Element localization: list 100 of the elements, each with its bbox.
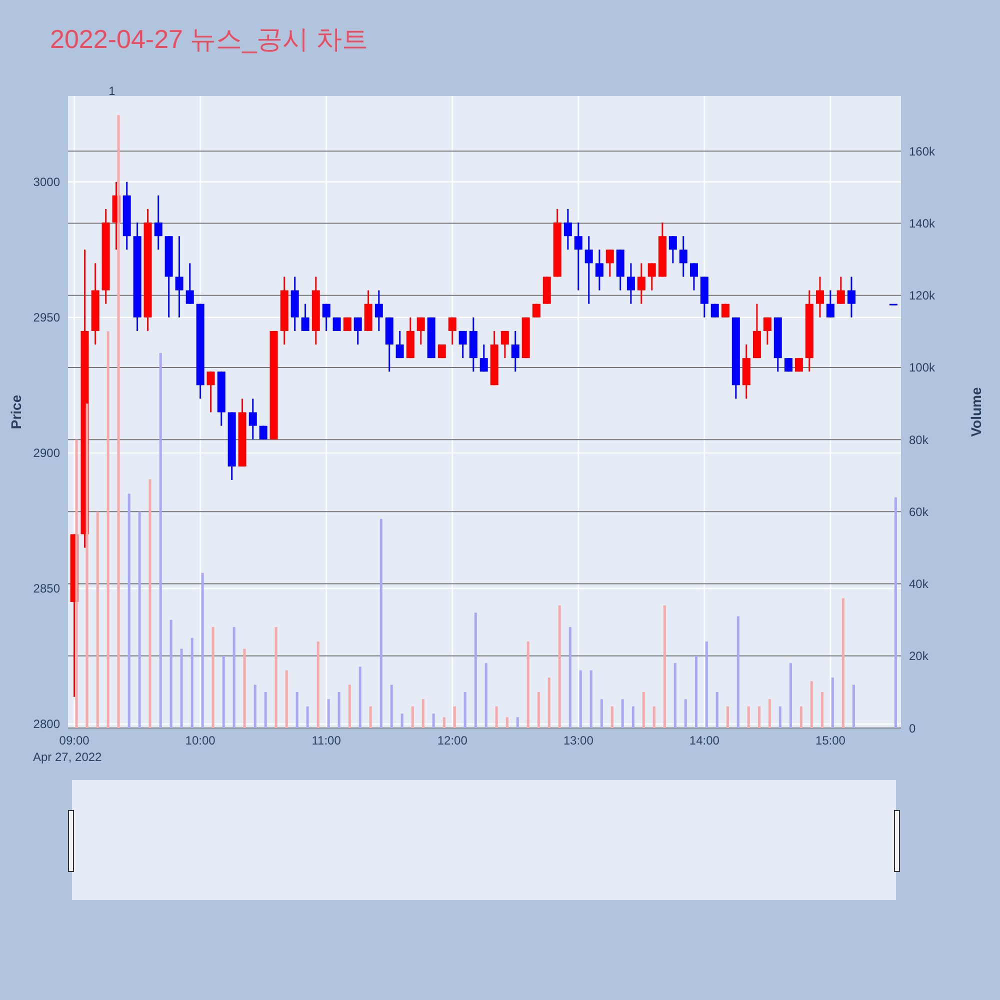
- x-tick-label: 10:00: [185, 734, 216, 748]
- bar: [390, 684, 393, 728]
- bar: [810, 681, 813, 728]
- candlestick: [500, 330, 509, 359]
- candlestick: [154, 194, 162, 250]
- bar: [621, 699, 624, 728]
- candlestick: [690, 262, 698, 292]
- bar: [422, 699, 424, 728]
- bar: [432, 714, 435, 728]
- x-tick-label: 11:00: [312, 734, 342, 748]
- candlestick: [480, 344, 488, 372]
- candlestick: [847, 276, 856, 318]
- bar: [148, 479, 152, 728]
- bar: [579, 670, 582, 728]
- candlestick: [511, 330, 520, 372]
- bar: [894, 497, 897, 728]
- bar: [506, 717, 508, 728]
- bar: [768, 699, 771, 728]
- bar: [274, 627, 278, 728]
- y2-tick-label: 120k: [909, 288, 936, 303]
- bar: [464, 692, 466, 728]
- bar: [474, 612, 477, 728]
- bar: [190, 638, 194, 728]
- candlestick: [354, 316, 362, 346]
- candlestick: [248, 398, 257, 440]
- bar: [495, 706, 498, 728]
- bar: [96, 512, 99, 728]
- bar: [736, 616, 740, 728]
- bar: [128, 494, 130, 728]
- bar: [411, 706, 414, 728]
- bar: [652, 706, 656, 728]
- bar: [852, 684, 855, 728]
- bar: [526, 641, 530, 728]
- x-tick-label: 09:00: [59, 734, 90, 748]
- bar: [243, 648, 246, 728]
- bar: [600, 699, 603, 728]
- candlestick: [836, 276, 845, 305]
- candlestick: [668, 235, 677, 264]
- candlestick: [438, 344, 446, 359]
- bar: [306, 706, 309, 728]
- bar: [106, 331, 110, 728]
- candlestick: [679, 235, 688, 278]
- x-tick-label: 13:00: [563, 734, 594, 748]
- bar: [537, 692, 540, 728]
- bar: [610, 706, 614, 728]
- bar: [254, 684, 256, 728]
- bar: [222, 656, 225, 728]
- annotation: 1: [108, 84, 116, 98]
- candlestick: [626, 262, 635, 305]
- bar: [484, 663, 488, 728]
- y2-tick-label: 160k: [909, 144, 936, 158]
- y-tick-label: 2900: [33, 446, 60, 460]
- candlestick: [458, 330, 467, 359]
- y2-tick-label: 40k: [909, 577, 930, 592]
- y2-tick-label: 0: [909, 721, 916, 736]
- candlestick: [826, 290, 834, 318]
- bar: [327, 699, 330, 728]
- bar: [548, 678, 550, 728]
- bar: [296, 692, 298, 728]
- y-axis-title: Price: [8, 394, 24, 430]
- chart-title: 2022-04-27 뉴스_공시 차트: [50, 23, 368, 56]
- candlestick: [606, 248, 614, 278]
- bar: [316, 641, 320, 728]
- bar: [212, 627, 214, 728]
- candlestick: [301, 303, 310, 332]
- candlestick: [332, 316, 341, 332]
- bar: [400, 714, 404, 728]
- bar: [716, 692, 718, 728]
- candlestick: [637, 262, 646, 305]
- bar: [726, 706, 729, 728]
- bar: [159, 353, 162, 728]
- bar: [632, 706, 634, 728]
- bar: [674, 663, 676, 728]
- candlestick: [710, 303, 719, 318]
- x-tick-label: 15:00: [815, 734, 846, 748]
- bar: [663, 605, 666, 728]
- bar: [800, 706, 802, 728]
- bar: [180, 648, 183, 728]
- candlestick: [396, 330, 404, 359]
- bar: [453, 706, 456, 728]
- candlestick: [416, 316, 425, 346]
- candlestick: [648, 262, 656, 292]
- candlestick: [532, 303, 540, 318]
- y-tick-label: 3000: [33, 175, 60, 190]
- bar: [831, 678, 834, 728]
- text: Apr 27, 2022: [33, 750, 102, 764]
- bar: [694, 656, 698, 728]
- candlestick: [186, 262, 194, 305]
- bar: [558, 605, 561, 728]
- bar: [684, 699, 687, 728]
- bar: [516, 717, 519, 728]
- candlestick: [322, 303, 330, 332]
- candlestick: [816, 276, 824, 318]
- candlestick: [721, 303, 730, 318]
- y2-tick-label: 140k: [909, 216, 936, 231]
- bar: [201, 572, 204, 728]
- y2-tick-label: 60k: [909, 504, 930, 519]
- candlestick: [343, 316, 352, 332]
- bar: [264, 692, 267, 728]
- candlestick: [794, 357, 803, 372]
